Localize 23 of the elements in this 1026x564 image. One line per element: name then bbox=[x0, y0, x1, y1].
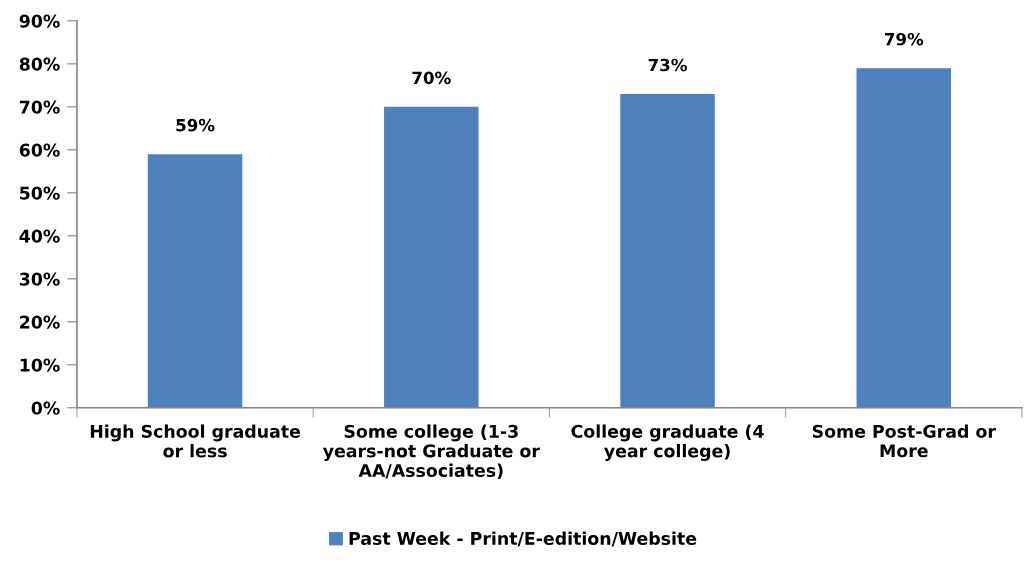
y-tick-label: 0% bbox=[31, 401, 60, 415]
y-tick-label: 80% bbox=[19, 57, 60, 71]
y-tick-label: 30% bbox=[19, 272, 60, 286]
y-tick-label: 50% bbox=[20, 186, 60, 200]
x-tick-label: Some Post-Grad or More bbox=[812, 424, 996, 458]
bar bbox=[384, 106, 479, 408]
x-tick-label: Some college (1-3 years-not Graduate or AA/Associates) bbox=[322, 424, 540, 480]
data-label: 79% bbox=[884, 32, 924, 46]
y-tick-label: 60% bbox=[19, 143, 60, 157]
data-label: 59% bbox=[176, 118, 215, 132]
bar bbox=[856, 68, 952, 408]
y-tick-label: 40% bbox=[19, 229, 60, 243]
legend-label: Past Week - Print/E-edition/Website bbox=[349, 531, 697, 547]
data-label: 70% bbox=[412, 71, 451, 85]
x-tick-label: High School graduate or less bbox=[90, 424, 301, 458]
x-tick-label: College graduate (4 year college) bbox=[571, 424, 764, 461]
y-tick-label: 20% bbox=[20, 315, 60, 329]
bar bbox=[620, 93, 715, 408]
bar bbox=[147, 154, 243, 408]
data-label: 73% bbox=[648, 58, 687, 72]
y-tick-label: 70% bbox=[19, 100, 60, 114]
y-tick-label: 10% bbox=[20, 358, 60, 372]
y-tick-label: 90% bbox=[19, 14, 60, 28]
